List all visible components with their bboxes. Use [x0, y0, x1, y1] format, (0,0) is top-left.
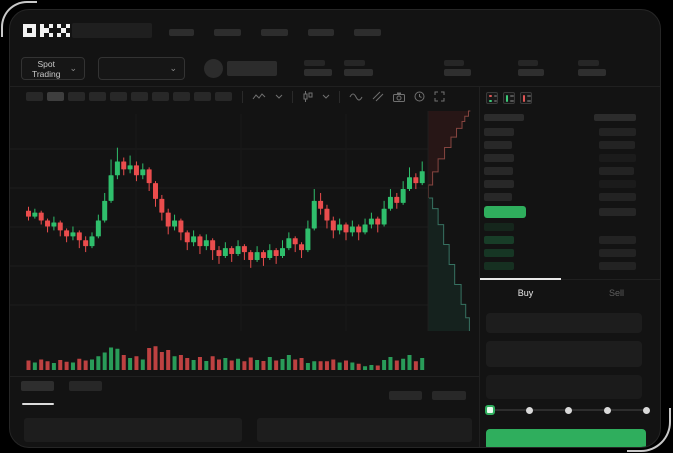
tab-sell[interactable]: Sell [608, 288, 624, 298]
amount-input-placeholder[interactable] [486, 341, 642, 367]
buy-submit-button[interactable] [486, 429, 646, 447]
chevron-down-icon[interactable] [275, 94, 283, 100]
bid-price-placeholder[interactable] [484, 223, 514, 231]
ask-price-placeholder[interactable] [484, 167, 513, 175]
ask-amount-placeholder [599, 141, 635, 149]
ask-price-placeholder[interactable] [484, 180, 514, 188]
orders-list-placeholder [24, 418, 242, 442]
last-price-badge [484, 206, 526, 218]
history-tab-placeholder[interactable] [69, 381, 102, 391]
bid-price-placeholder[interactable] [484, 262, 514, 270]
nav-item-placeholder[interactable] [354, 29, 381, 36]
ask-amount-placeholder [599, 167, 634, 175]
ask-price-placeholder[interactable] [484, 154, 514, 162]
nav-item-placeholder[interactable] [308, 29, 334, 36]
divider [242, 90, 243, 103]
timeframe-chip[interactable] [68, 92, 85, 101]
line-style-icon[interactable] [252, 92, 266, 102]
nav-item-placeholder[interactable] [169, 29, 194, 36]
bid-amount-placeholder [599, 249, 636, 257]
okx-logo [23, 24, 70, 37]
orderbook-col-header [484, 114, 524, 121]
bid-price-placeholder[interactable] [484, 236, 514, 244]
book-buy-icon[interactable] [503, 92, 515, 104]
slider-stop[interactable] [603, 406, 611, 414]
candlestick-chart[interactable] [10, 106, 479, 376]
nav-item-placeholder[interactable] [214, 29, 241, 36]
coin-avatar [204, 59, 223, 78]
slider-stop[interactable] [642, 406, 650, 414]
logo-side-placeholder [72, 23, 152, 38]
app-window: Spot Trading ⌄ ⌄ [9, 9, 661, 448]
okx-logo-glyph [57, 24, 70, 37]
timeframe-bar [26, 92, 232, 101]
timeframe-chip[interactable] [131, 92, 148, 101]
bid-amount-placeholder [599, 236, 636, 244]
ask-amount-placeholder [599, 128, 636, 136]
timeframe-chip[interactable] [26, 92, 43, 101]
ticker-stat [444, 60, 474, 77]
slider-handle[interactable] [485, 405, 495, 415]
bid-price-placeholder[interactable] [484, 249, 514, 257]
timeframe-chip[interactable] [215, 92, 232, 101]
active-side-indicator [480, 278, 561, 280]
orderbook-col-header [594, 114, 636, 121]
divider [339, 90, 340, 103]
timeframe-chip[interactable] [110, 92, 127, 101]
ticker-stat [578, 60, 608, 77]
okx-logo-glyph [40, 24, 53, 37]
ticker-stat [344, 60, 374, 77]
ask-price-placeholder[interactable] [484, 141, 512, 149]
price-input-placeholder[interactable] [486, 313, 642, 333]
panel-action-placeholder[interactable] [432, 391, 466, 400]
compare-lines-icon[interactable] [372, 91, 384, 102]
candle-style-icon[interactable] [302, 91, 313, 102]
total-input-placeholder[interactable] [486, 375, 642, 399]
timeframe-chip[interactable] [152, 92, 169, 101]
pair-name-placeholder [227, 61, 277, 76]
ask-price-placeholder[interactable] [484, 193, 512, 201]
ticker-stat [518, 60, 548, 77]
slider-stop[interactable] [564, 406, 572, 414]
divider [292, 90, 293, 103]
timeframe-chip[interactable] [173, 92, 190, 101]
timeframe-chip[interactable] [89, 92, 106, 101]
tab-buy[interactable]: Buy [517, 288, 534, 298]
indicator-wave-icon[interactable] [349, 92, 363, 102]
chevron-down-icon[interactable] [322, 94, 330, 100]
book-sell-icon[interactable] [520, 92, 532, 104]
top-nav [169, 29, 381, 36]
ask-amount-placeholder [599, 180, 636, 188]
slider-stop[interactable] [525, 406, 533, 414]
orderbook-row-amount [599, 208, 636, 216]
ticker-stat [304, 60, 334, 77]
chevron-down-icon: ⌄ [169, 63, 177, 73]
chevron-down-icon: ⌄ [69, 63, 77, 73]
chart-tools [242, 90, 445, 103]
active-tab-indicator [22, 403, 54, 405]
orders-tab-placeholder[interactable] [21, 381, 54, 391]
okx-logo-glyph [23, 24, 36, 37]
market-type-label: Spot Trading [31, 58, 61, 79]
ask-amount-placeholder [599, 193, 636, 201]
market-type-dropdown[interactable]: Spot Trading ⌄ [21, 57, 85, 80]
history-clock-icon[interactable] [414, 91, 425, 102]
ask-amount-placeholder [599, 154, 636, 162]
bid-amount-placeholder [599, 262, 636, 270]
timeframe-chip[interactable] [47, 92, 64, 101]
panel-action-placeholder[interactable] [389, 391, 422, 400]
ask-price-placeholder[interactable] [484, 128, 514, 136]
orders-list-placeholder [257, 418, 472, 442]
pair-selector-dropdown[interactable]: ⌄ [98, 57, 185, 80]
fullscreen-icon[interactable] [434, 91, 445, 102]
nav-item-placeholder[interactable] [261, 29, 288, 36]
timeframe-chip[interactable] [194, 92, 211, 101]
camera-icon[interactable] [393, 92, 405, 102]
book-both-icon[interactable] [486, 92, 498, 104]
